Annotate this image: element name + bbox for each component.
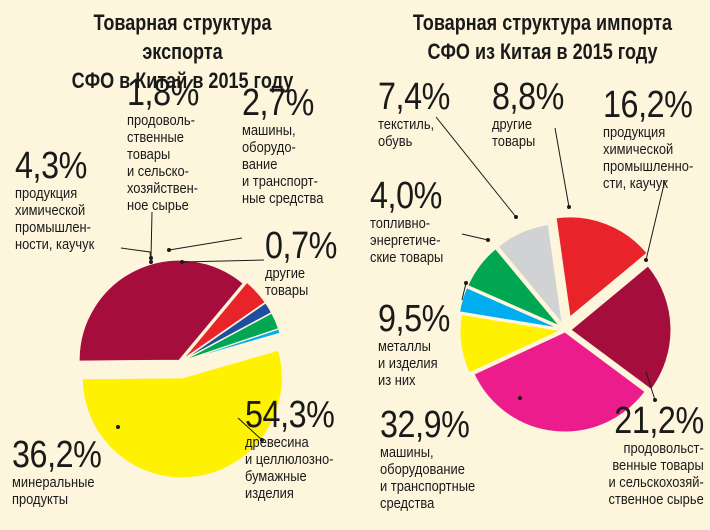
import-label-other: 8,8% другие товары	[492, 78, 577, 150]
slice-percent: 32,9%	[380, 404, 470, 446]
slice-percent: 54,3%	[245, 394, 335, 436]
slice-caption: продоволь- ственные товары и сельско- хо…	[127, 112, 199, 214]
slice-caption: продовольст- венные товары и сельскохозя…	[608, 440, 704, 508]
leader-dot	[464, 281, 468, 285]
pie-slice	[182, 281, 266, 360]
slice-caption: древесина и целлюлозно- бумажные изделия	[245, 434, 334, 502]
export-label-mineral: 36,2% минеральные продукты	[12, 436, 117, 508]
slice-caption: топливно- энергетиче- ские товары	[370, 215, 444, 266]
slice-percent: 2,7%	[242, 82, 314, 124]
slice-percent: 9,5%	[378, 298, 450, 340]
pie-slice	[78, 259, 244, 362]
export-pie	[78, 259, 283, 479]
slice-caption: металлы и изделия из них	[378, 338, 438, 389]
leader-line	[237, 417, 263, 441]
export-title-text: Товарная структура экспорта СФО в Китай …	[71, 10, 294, 93]
import-label-metals: 9,5% металлы и изделия из них	[378, 300, 463, 389]
slice-percent: 7,4%	[378, 76, 450, 118]
leader-line	[554, 127, 570, 208]
leader-dot	[149, 260, 153, 264]
slice-percent: 36,2%	[12, 434, 102, 476]
leader-line	[645, 371, 656, 401]
import-pie	[459, 216, 672, 433]
import-label-fuel: 4,0% топливно- энергетиче- ские товары	[370, 177, 455, 266]
export-chart-title: Товарная структура экспорта СФО в Китай …	[53, 8, 311, 95]
leader-line	[120, 247, 152, 263]
export-label-wood: 54,3% древесина и целлюлозно- бумажные и…	[245, 396, 350, 502]
export-label-machinery: 2,7% машины, оборудо- вание и транспорт-…	[242, 84, 337, 207]
leader-line	[645, 179, 666, 261]
pie-slice	[467, 248, 560, 327]
slice-caption: минеральные продукты	[12, 474, 95, 508]
leader-dot	[567, 205, 571, 209]
slice-percent: 8,8%	[492, 76, 564, 118]
leader-dot	[514, 215, 518, 219]
slice-caption: другие товары	[492, 116, 536, 150]
export-label-food: 1,8% продоволь- ственные товары и сельск…	[127, 74, 212, 214]
slice-percent: 21,2%	[614, 400, 705, 442]
pie-slice	[459, 313, 562, 374]
import-label-machinery: 32,9% машины, оборудование и транспортны…	[380, 406, 491, 512]
pie-slice	[81, 349, 283, 479]
pie-slice	[555, 216, 648, 318]
leader-line	[168, 237, 243, 251]
slice-caption: продукция химической промышленно- сти, к…	[603, 124, 694, 192]
leader-dot	[653, 398, 657, 402]
import-title-text: Товарная структура импорта СФО из Китая …	[412, 10, 673, 64]
import-label-food: 21,2% продовольст- венные товары и сельс…	[593, 400, 705, 508]
slice-percent: 16,2%	[603, 84, 693, 126]
slice-caption: другие товары	[265, 265, 309, 299]
import-chart-title: Товарная структура импорта СФО из Китая …	[405, 8, 680, 66]
leader-line	[181, 259, 265, 263]
slice-percent: 4,0%	[370, 175, 442, 217]
leader-dot	[180, 260, 184, 264]
leader-line	[150, 211, 153, 259]
pie-slice	[570, 265, 672, 391]
slice-percent: 4,3%	[15, 145, 87, 187]
slice-caption: машины, оборудование и транспортные сред…	[380, 444, 476, 512]
pie-slice	[183, 328, 281, 362]
slice-percent: 1,8%	[127, 72, 199, 114]
leader-dot	[518, 396, 522, 400]
export-label-other: 0,7% другие товары	[265, 227, 350, 299]
leader-dot	[116, 425, 120, 429]
leader-line	[461, 233, 489, 241]
export-label-chemical: 4,3% продукция химической промышлен- нос…	[15, 147, 107, 253]
leader-lines	[116, 116, 666, 442]
slice-percent: 0,7%	[265, 225, 337, 267]
leader-dot	[167, 248, 171, 252]
pie-slice	[497, 224, 563, 326]
import-label-textile: 7,4% текстиль, обувь	[378, 78, 463, 150]
pie-slice	[183, 302, 273, 361]
import-label-chemical: 16,2% продукция химической промышленно- …	[603, 86, 708, 192]
leader-dot	[260, 438, 264, 442]
slice-caption: машины, оборудо- вание и транспорт- ные …	[242, 122, 324, 207]
leader-line	[461, 282, 467, 301]
leader-line	[435, 116, 517, 218]
pie-slice	[473, 331, 646, 433]
leader-dot	[149, 256, 153, 260]
leader-dot	[644, 258, 648, 262]
slice-caption: продукция химической промышлен- ности, к…	[15, 185, 95, 253]
slice-caption: текстиль, обувь	[378, 116, 435, 150]
leader-dot	[486, 238, 490, 242]
